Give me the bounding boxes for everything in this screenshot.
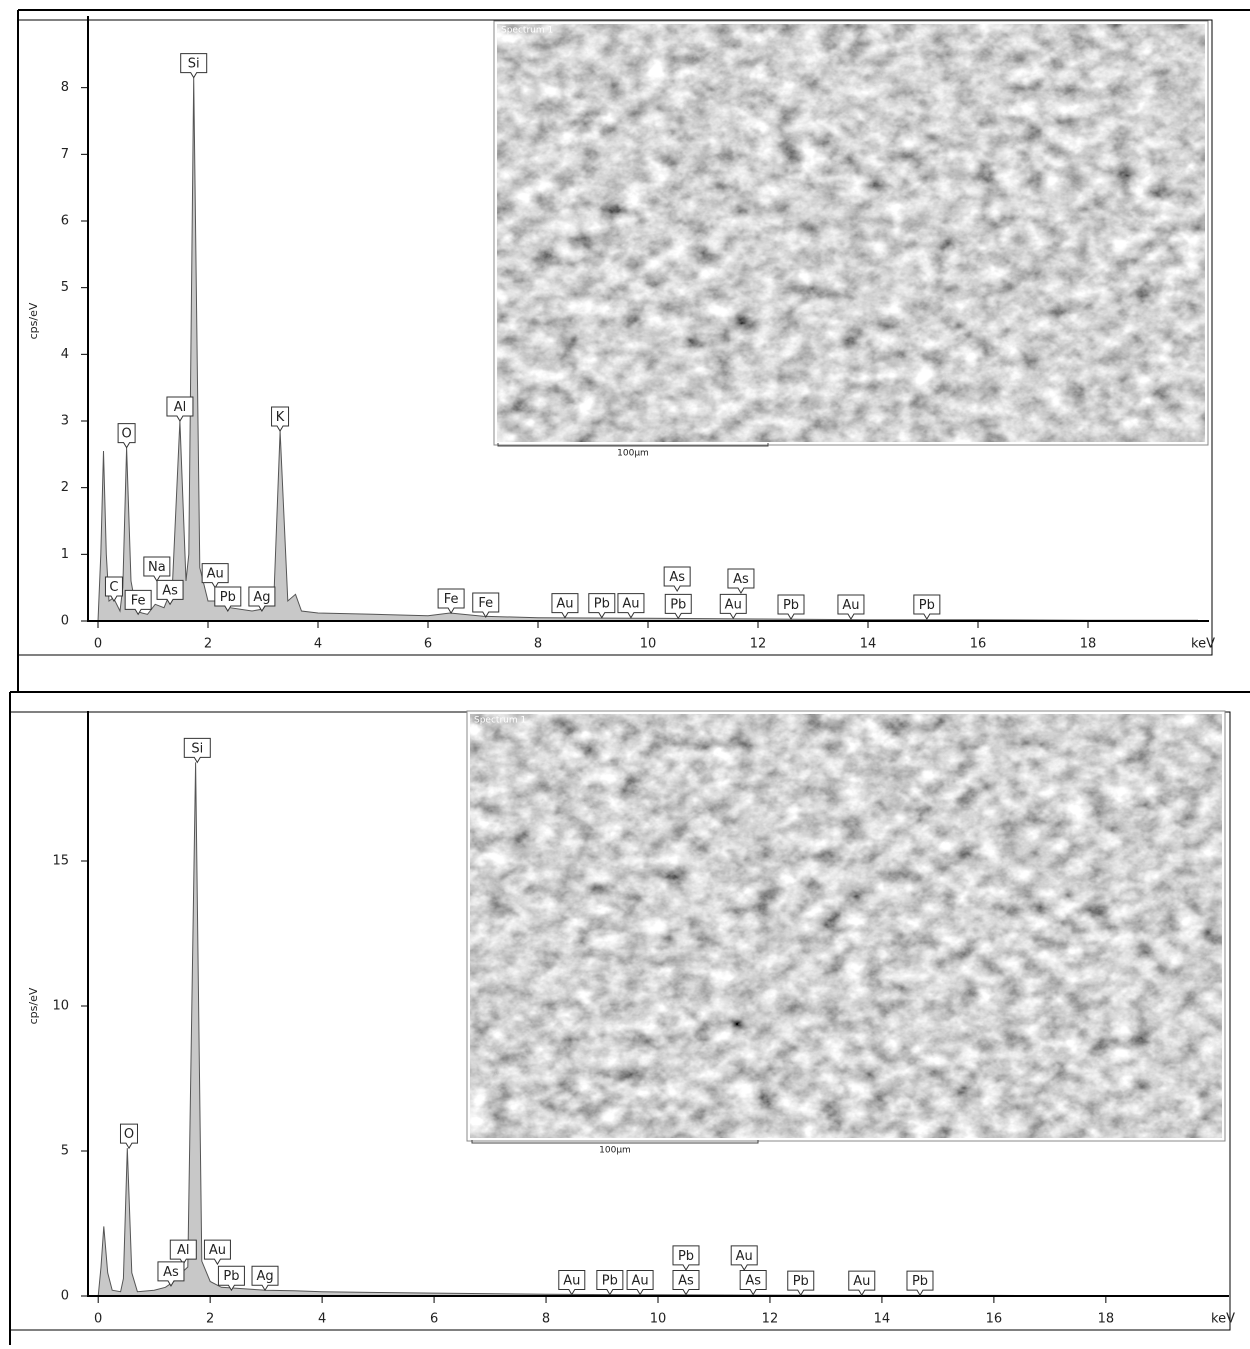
x-tick-label: 10 xyxy=(640,637,657,652)
peak-label: Pb xyxy=(793,1274,809,1289)
peak-label: Fe xyxy=(478,596,493,611)
peak-label: Au xyxy=(563,1274,580,1289)
y-axis-label: cps/eV xyxy=(27,987,40,1024)
x-tick-label: 4 xyxy=(318,1312,326,1327)
x-tick-label: 0 xyxy=(94,1312,102,1327)
y-tick-label: 10 xyxy=(52,999,69,1014)
x-tick-label: 12 xyxy=(762,1312,779,1327)
peak-label: Pb xyxy=(602,1274,618,1289)
y-tick-label: 1 xyxy=(61,547,69,562)
peak-label: As xyxy=(669,570,685,585)
x-tick-label: 12 xyxy=(750,637,767,652)
x-tick-label: 2 xyxy=(206,1312,214,1327)
sem-image xyxy=(470,714,1222,1138)
peak-label: Au xyxy=(207,567,224,582)
peak-label: Au xyxy=(209,1243,226,1258)
peak-label: Au xyxy=(622,597,639,612)
peak-label: Al xyxy=(174,400,187,415)
peak-label: Pb xyxy=(670,597,686,612)
scale-bar-label: 100µm xyxy=(599,1146,631,1156)
scale-bar-label: 100µm xyxy=(617,449,649,459)
x-tick-label: 8 xyxy=(542,1312,550,1327)
peak-label: Si xyxy=(191,741,203,756)
peak-label: Pb xyxy=(223,1269,239,1284)
y-tick-label: 3 xyxy=(61,414,69,429)
peak-label: Pb xyxy=(678,1249,694,1264)
x-axis-label: keV xyxy=(1211,1312,1235,1327)
peak-label: As xyxy=(162,583,178,598)
y-axis-label: cps/eV xyxy=(27,302,40,339)
x-tick-label: 10 xyxy=(650,1312,667,1327)
inset-caption: Spectrum 1 xyxy=(501,26,553,36)
peak-label: Au xyxy=(853,1274,870,1289)
x-axis-label: keV xyxy=(1191,637,1215,652)
peak-label: Al xyxy=(177,1243,190,1258)
peak-label: Na xyxy=(148,560,166,575)
x-tick-label: 16 xyxy=(986,1312,1003,1327)
peak-label: Au xyxy=(725,597,742,612)
peak-label: Pb xyxy=(919,598,935,613)
x-tick-label: 14 xyxy=(860,637,877,652)
y-tick-label: 2 xyxy=(61,480,69,495)
peak-label: As xyxy=(745,1274,761,1289)
y-tick-label: 7 xyxy=(61,147,69,162)
y-tick-label: 8 xyxy=(61,80,69,95)
peak-label: O xyxy=(121,427,131,442)
peak-label: As xyxy=(678,1274,694,1289)
peak-label: Pb xyxy=(594,597,610,612)
y-tick-label: 5 xyxy=(61,1144,69,1159)
y-tick-label: 0 xyxy=(61,1289,69,1304)
peak-label: K xyxy=(276,410,285,425)
y-tick-label: 6 xyxy=(61,214,69,229)
x-tick-label: 16 xyxy=(970,637,987,652)
peak-label: Pb xyxy=(220,590,236,605)
peak-label: O xyxy=(124,1127,134,1142)
peak-label: Ag xyxy=(256,1269,273,1284)
y-tick-label: 15 xyxy=(52,854,69,869)
peak-label: As xyxy=(163,1265,179,1280)
peak-label: Pb xyxy=(912,1274,928,1289)
sem-image xyxy=(497,24,1205,442)
peak-label: Fe xyxy=(131,593,146,608)
x-tick-label: 8 xyxy=(534,637,542,652)
page: Spectrum 1100µm012345678024681012141618k… xyxy=(0,0,1250,1345)
peak-label: Si xyxy=(188,57,200,72)
x-tick-label: 18 xyxy=(1080,637,1097,652)
x-tick-label: 2 xyxy=(204,637,212,652)
x-tick-label: 14 xyxy=(874,1312,891,1327)
x-tick-label: 18 xyxy=(1098,1312,1115,1327)
peak-label: As xyxy=(733,572,749,587)
y-tick-label: 0 xyxy=(61,614,69,629)
x-tick-label: 6 xyxy=(424,637,432,652)
peak-label: Fe xyxy=(444,592,459,607)
y-tick-label: 4 xyxy=(61,347,69,362)
y-tick-label: 5 xyxy=(61,280,69,295)
peak-label: C xyxy=(109,580,118,595)
x-tick-label: 0 xyxy=(94,637,102,652)
x-tick-label: 4 xyxy=(314,637,322,652)
peak-label: Au xyxy=(556,597,573,612)
peak-label: Au xyxy=(632,1274,649,1289)
peak-label: Ag xyxy=(253,590,270,605)
x-tick-label: 6 xyxy=(430,1312,438,1327)
peak-label: Pb xyxy=(783,598,799,613)
peak-label: Au xyxy=(736,1249,753,1264)
inset-caption: Spectrum 1 xyxy=(474,716,526,726)
peak-label: Au xyxy=(842,598,859,613)
